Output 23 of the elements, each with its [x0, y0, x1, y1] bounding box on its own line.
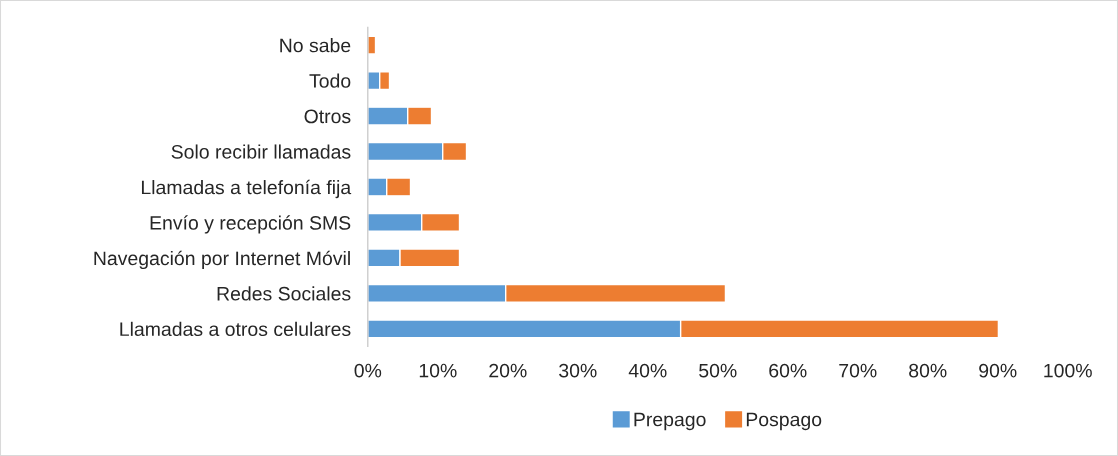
x-tick-label: 40% — [628, 363, 667, 378]
y-tick-label: Todo — [309, 73, 351, 88]
y-tick-label: Llamadas a otros celulares — [120, 321, 351, 337]
x-tick-label: 70% — [839, 363, 877, 378]
bar — [367, 35, 377, 55]
x-tick-label: 100% — [1044, 363, 1092, 378]
y-tick-label: Envío y recepción SMS — [150, 215, 351, 234]
x-tick-label: 30% — [559, 363, 597, 378]
y-tick-label: Llamadas a telefonía fija — [141, 179, 352, 199]
y-tick-label: No sabe — [280, 38, 351, 53]
y-tick-label: Redes Sociales — [217, 286, 351, 301]
x-tick-label: 0% — [354, 363, 382, 378]
x-tick-label: 20% — [489, 363, 527, 378]
x-tick-label: 90% — [979, 363, 1017, 378]
y-tick-label: Solo recibir llamadas — [171, 144, 351, 159]
x-tick-label: 50% — [699, 363, 737, 378]
x-tick-label: 60% — [769, 363, 807, 378]
legend-label: Pospago — [746, 412, 822, 431]
x-tick-label: 80% — [909, 363, 947, 378]
y-tick-label: Otros — [304, 109, 351, 124]
y-tick-label: Navegación por Internet Móvil — [94, 250, 350, 270]
legend-label: Prepago — [634, 412, 706, 431]
x-tick-label: 10% — [419, 363, 457, 378]
